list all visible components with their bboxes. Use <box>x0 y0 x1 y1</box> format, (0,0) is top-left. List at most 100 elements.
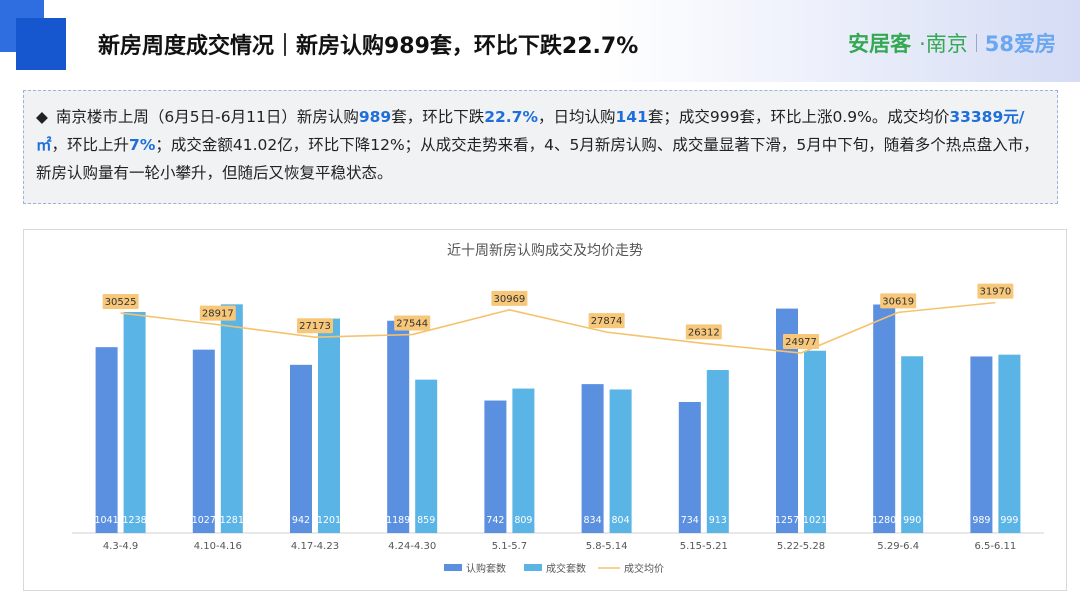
brand-logo: 安居客 ·南京 58爱房 <box>848 28 1056 58</box>
price-label-box <box>394 315 431 331</box>
bar-label-subscribe: 942 <box>292 515 310 526</box>
bar-label-subscribe: 734 <box>681 515 699 526</box>
bar-label-subscribe: 1189 <box>386 515 410 526</box>
legend-swatch <box>524 564 542 571</box>
bar-subscribe <box>970 356 993 533</box>
price-label-box <box>977 283 1014 299</box>
bar-label-deal: 804 <box>612 515 630 526</box>
bar-label-deal: 1201 <box>317 515 341 526</box>
header-banner: 新房周度成交情况｜新房认购989套，环比下跌22.7% 安居客 ·南京 58爱房 <box>0 0 1080 82</box>
bar-label-subscribe: 834 <box>584 515 602 526</box>
bar-deal <box>706 370 729 533</box>
brand-58aifang: 58爱房 <box>984 32 1056 56</box>
price-label: 27544 <box>396 319 428 330</box>
bar-deal <box>804 350 826 533</box>
x-tick-label: 4.17-4.23 <box>291 541 339 552</box>
summary-segment: 南京楼市上周（6月5日-6月11日）新房认购 <box>55 108 359 126</box>
legend-label: 成交均价 <box>624 562 664 575</box>
bar-subscribe <box>678 401 701 533</box>
brand-divider <box>975 34 977 52</box>
summary-highlight: 33389元/㎡ <box>36 108 1025 154</box>
bar-subscribe <box>484 400 507 533</box>
bar-label-deal: 913 <box>709 515 727 526</box>
bar-label-subscribe: 1280 <box>872 515 896 526</box>
bar-subscribe <box>290 364 312 533</box>
summary-segment: 套，环比下跌 <box>391 108 485 126</box>
legend-swatch <box>444 564 462 571</box>
chart-title: 近十周新房认购成交及均价走势 <box>447 242 643 259</box>
brand-anjuke: 安居客 <box>848 32 912 56</box>
price-label: 28917 <box>202 309 234 320</box>
price-label: 30525 <box>105 297 137 308</box>
summary-segment: 套；成交999套，环比上涨0.9%。成交均价 <box>647 108 950 126</box>
summary-highlight: 22.7% <box>484 108 538 126</box>
x-tick-label: 5.22-5.28 <box>777 541 825 552</box>
legend-label: 成交套数 <box>546 562 586 575</box>
x-tick-label: 6.5-6.11 <box>975 541 1017 552</box>
price-label: 24977 <box>785 337 817 348</box>
bar-label-deal: 809 <box>514 515 532 526</box>
summary-box: ◆ 南京楼市上周（6月5日-6月11日）新房认购989套，环比下跌22.7%，日均… <box>23 90 1058 204</box>
bar-deal <box>318 318 340 533</box>
price-label: 27173 <box>299 321 331 332</box>
price-label: 31970 <box>979 287 1011 298</box>
bar-subscribe <box>192 349 215 533</box>
bar-label-deal: 1281 <box>220 515 244 526</box>
x-tick-label: 5.29-6.4 <box>877 541 919 552</box>
x-tick-label: 5.1-5.7 <box>492 541 527 552</box>
bar-deal <box>998 354 1021 533</box>
x-tick-label: 4.3-4.9 <box>103 541 138 552</box>
price-label-box <box>783 334 819 350</box>
bar-label-deal: 999 <box>1000 515 1018 526</box>
price-label: 30619 <box>882 296 914 307</box>
bar-deal <box>123 311 146 533</box>
price-label-box <box>880 293 917 309</box>
bar-deal <box>901 356 924 533</box>
legend-label: 认购套数 <box>466 562 506 575</box>
summary-highlight: 7% <box>129 136 156 154</box>
price-label: 26312 <box>688 327 720 338</box>
diamond-bullet-icon: ◆ <box>36 108 48 126</box>
bar-label-subscribe: 1041 <box>95 515 119 526</box>
bar-subscribe <box>95 347 118 533</box>
bar-label-deal: 1021 <box>803 515 827 526</box>
bar-deal <box>220 304 243 533</box>
price-label-box <box>199 305 236 321</box>
price-label-box <box>491 290 528 306</box>
bar-label-subscribe: 1027 <box>192 515 216 526</box>
summary-highlight: 141 <box>615 108 648 126</box>
bar-subscribe <box>581 384 604 533</box>
summary-highlight: 989 <box>358 108 392 126</box>
bar-subscribe <box>387 320 410 533</box>
page-title: 新房周度成交情况｜新房认购989套，环比下跌22.7% <box>98 34 639 59</box>
price-line <box>120 301 996 354</box>
bar-deal <box>609 389 632 533</box>
x-tick-label: 4.24-4.30 <box>388 541 436 552</box>
summary-segment: ；成交金额41.02亿，环比下降12%；从成交走势来看，4、5月新房认购、成交量… <box>36 136 1039 182</box>
brand-city: ·南京 <box>919 32 968 56</box>
price-label-box <box>102 294 139 310</box>
bar-label-deal: 859 <box>417 515 435 526</box>
summary-segment: ，日均认购 <box>537 108 616 126</box>
x-tick-label: 5.15-5.21 <box>680 541 728 552</box>
bar-subscribe <box>873 304 896 533</box>
header-decoration-front <box>16 18 66 70</box>
bar-label-subscribe: 1257 <box>775 515 799 526</box>
bar-label-subscribe: 989 <box>972 515 990 526</box>
price-label-box <box>685 324 722 340</box>
chart-container: 近十周新房认购成交及均价走势 1041 1238 4.3-4.9 1027 1281 4.1… <box>23 229 1067 591</box>
bar-label-deal: 1238 <box>123 515 147 526</box>
summary-text: ◆ 南京楼市上周（6月5日-6月11日）新房认购989套，环比下跌22.7%，日均… <box>36 103 1041 187</box>
price-label-box <box>588 313 625 329</box>
x-tick-label: 5.8-5.14 <box>586 541 628 552</box>
combo-chart: 近十周新房认购成交及均价走势 1041 1238 4.3-4.9 1027 1281 4.1… <box>72 242 1044 575</box>
summary-segment: ，环比上升 <box>51 136 130 154</box>
price-label: 30969 <box>493 294 525 305</box>
bar-subscribe <box>776 308 798 533</box>
bar-deal <box>415 379 438 533</box>
price-label: 27874 <box>591 316 623 327</box>
bar-label-subscribe: 742 <box>486 515 504 526</box>
price-label-box <box>297 318 333 334</box>
bar-label-deal: 990 <box>903 515 921 526</box>
bar-deal <box>512 388 535 533</box>
